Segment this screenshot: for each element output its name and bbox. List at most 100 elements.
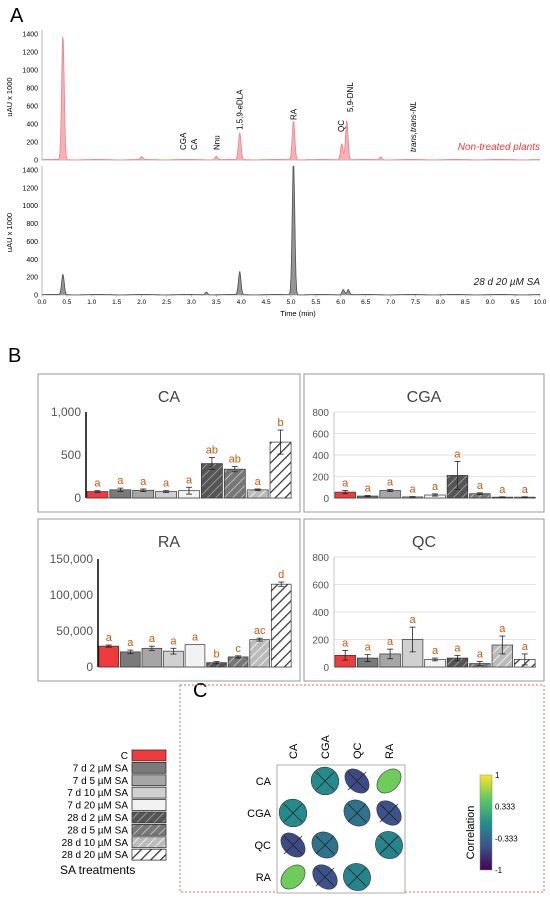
bar-chart-title: CA (158, 389, 181, 406)
peak-label: CGA (179, 132, 188, 150)
y-axis-label: uAU x 1000 (5, 77, 14, 116)
y-tick-label: 1200 (22, 50, 38, 57)
y-tick-label: 50,000 (56, 624, 93, 638)
x-tick-label: 8.5 (461, 299, 470, 306)
y-tick-label: 800 (26, 221, 38, 228)
significance-letter: a (454, 448, 461, 460)
peak-label: Nnu (212, 135, 221, 150)
insignificant-cross (315, 867, 335, 887)
peak-label: 1,5,9-eDLA (236, 89, 245, 130)
legend-swatch (131, 799, 167, 811)
insignificant-cross (347, 867, 367, 887)
legend-swatch (131, 762, 167, 774)
correlation-matrix: CA CA CGA CGA QC QC RA RA (247, 735, 406, 894)
bar-chart-title: QC (412, 534, 436, 551)
colorbar-tick-label: -1 (495, 866, 503, 875)
x-tick-label: 4.5 (262, 299, 271, 306)
legend-swatch (131, 824, 167, 836)
insignificant-cross (283, 835, 303, 855)
matrix-col-label: CGA (320, 735, 332, 760)
legend-swatch (131, 848, 167, 861)
insignificant-cross (379, 803, 399, 823)
significance-letter: a (117, 475, 124, 487)
peak-label: CA (190, 138, 199, 150)
colorbar-tick-label: -0.333 (495, 834, 518, 843)
correlation-ellipse (376, 768, 402, 794)
y-tick-label: 1000 (22, 203, 38, 210)
bar-chart-qc: QC 800 600 400 200 0 a a a a a a a a a (303, 518, 545, 682)
y-tick-label: 800 (312, 408, 329, 419)
legend-label: 7 d 5 µM SA (73, 776, 129, 787)
matrix-row-label: CGA (247, 808, 272, 820)
bar (249, 639, 270, 668)
x-tick-label: 3.0 (187, 299, 196, 306)
significance-letter: a (499, 484, 506, 496)
insignificant-cross (315, 771, 335, 791)
y-tick-label: 200 (312, 473, 329, 484)
significance-letter: ab (206, 445, 218, 457)
legend-swatch (131, 774, 167, 787)
matrix-col-label: RA (384, 743, 396, 759)
colorbar-gradient (479, 774, 493, 871)
legend-label: 28 d 2 µM SA (67, 813, 128, 824)
y-tick-label: 1400 (22, 168, 38, 175)
significance-letter: a (477, 649, 484, 661)
significance-letter: d (278, 569, 284, 581)
y-tick-label: 150,000 (50, 552, 94, 566)
y-tick-label: 400 (26, 257, 38, 264)
bar-chart-title: RA (158, 534, 181, 551)
x-tick-label: 7.5 (411, 299, 420, 306)
legend-swatch (131, 836, 167, 849)
insignificant-cross (347, 803, 367, 823)
y-tick-label: 0 (34, 158, 38, 165)
significance-letter: a (499, 623, 506, 635)
significance-letter: a (192, 632, 199, 644)
significance-letter: a (140, 476, 147, 488)
legend-label: 7 d 20 µM SA (67, 801, 128, 812)
colorbar-tick-label: 1 (495, 771, 500, 780)
matrix-row-label: CA (256, 776, 272, 788)
y-tick-label: 200 (26, 140, 38, 147)
significance-letter: a (106, 632, 113, 644)
bar (120, 651, 141, 668)
x-tick-label: 6.0 (336, 299, 345, 306)
significance-letter: a (149, 633, 156, 645)
bar-panel-border (303, 373, 545, 513)
significance-letter: ac (254, 625, 266, 637)
trace-line (42, 36, 540, 161)
y-tick-label: 600 (312, 581, 329, 592)
x-tick-label: 6.5 (361, 299, 370, 306)
y-tick-label: 1,000 (51, 405, 81, 419)
significance-letter: a (170, 635, 177, 647)
y-tick-label: 600 (312, 430, 329, 441)
x-tick-label: 2.5 (162, 299, 171, 306)
significance-letter: a (365, 483, 372, 495)
significance-letter: a (432, 645, 439, 657)
significance-letter: b (277, 417, 283, 429)
y-tick-label: 400 (312, 451, 329, 462)
bar-chart-title: CGA (407, 389, 442, 406)
legend-label: 28 d 5 µM SA (67, 825, 128, 836)
y-tick-label: 100,000 (50, 588, 94, 602)
panel-label-a: A (10, 5, 24, 27)
significance-letter: a (342, 638, 349, 650)
y-tick-label: 0 (74, 491, 81, 505)
y-tick-label: 0 (86, 660, 93, 674)
peak-label: RA (289, 108, 298, 120)
bar (98, 645, 120, 668)
significance-letter: a (255, 476, 262, 488)
x-tick-label: 7.0 (386, 299, 395, 306)
matrix-col-label: QC (352, 742, 364, 759)
x-tick-label: 0.0 (37, 299, 46, 306)
chromatogram-xlabel: Time (min) (280, 309, 316, 318)
x-tick-label: 5.0 (286, 299, 295, 306)
x-tick-label: 5.5 (311, 299, 320, 306)
significance-letter: b (213, 649, 219, 661)
x-tick-label: 4.0 (237, 299, 246, 306)
x-tick-label: 2.0 (137, 299, 146, 306)
legend-label: 7 d 10 µM SA (67, 788, 128, 799)
y-tick-label: 600 (26, 239, 38, 246)
legend-label: 28 d 20 µM SA (62, 850, 129, 861)
y-tick-label: 400 (26, 122, 38, 129)
legend-label: C (121, 751, 128, 762)
